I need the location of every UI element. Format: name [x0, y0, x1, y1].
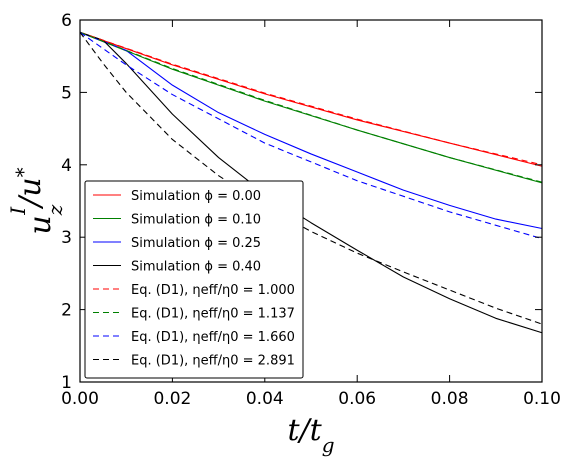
legend-entry-4: Eq. (D1), ηeff/η0 = 1.000 [131, 283, 295, 298]
y-tick-label: 6 [61, 11, 72, 31]
series-line-5 [79, 31, 543, 183]
series-line-6 [79, 31, 543, 240]
y-tick-label: 1 [61, 373, 72, 393]
legend-entry-6: Eq. (D1), ηeff/η0 = 1.660 [131, 330, 295, 345]
x-tick-label: 0.08 [431, 389, 469, 409]
legend-entry-2: Simulation ϕ = 0.25 [131, 236, 261, 251]
x-axis-label: t/tg [287, 413, 334, 457]
y-tick-label: 2 [61, 301, 72, 321]
series-line-1 [79, 31, 543, 184]
x-tick-label: 0.02 [153, 389, 191, 409]
x-tick-label: 0.00 [61, 389, 99, 409]
x-tick-label: 0.10 [523, 389, 561, 409]
series-line-2 [79, 31, 543, 230]
axis-ticks: 0.00 0.02 0.04 0.06 0.08 0.10 1 2 3 4 5 6 [61, 11, 561, 409]
y-tick-label: 5 [61, 83, 72, 103]
legend-entry-1: Simulation ϕ = 0.10 [131, 213, 261, 228]
y-axis-label: uzI/u* [6, 167, 67, 234]
legend-entry-0: Simulation ϕ = 0.00 [131, 189, 261, 204]
x-tick-label: 0.04 [246, 389, 284, 409]
x-tick-label: 0.06 [338, 389, 376, 409]
legend-entry-7: Eq. (D1), ηeff/η0 = 2.891 [131, 354, 295, 369]
series-line-0 [79, 31, 543, 167]
y-tick-label: 4 [61, 156, 72, 176]
legend-box [84, 180, 304, 379]
series-line-4 [79, 31, 543, 166]
legend-entry-3: Simulation ϕ = 0.40 [131, 260, 261, 275]
legend: Simulation ϕ = 0.00 Simulation ϕ = 0.10 Si… [84, 180, 304, 379]
legend-entry-5: Eq. (D1), ηeff/η0 = 1.137 [131, 307, 295, 322]
plot-frame [79, 19, 543, 383]
y-tick-label: 3 [61, 228, 72, 248]
